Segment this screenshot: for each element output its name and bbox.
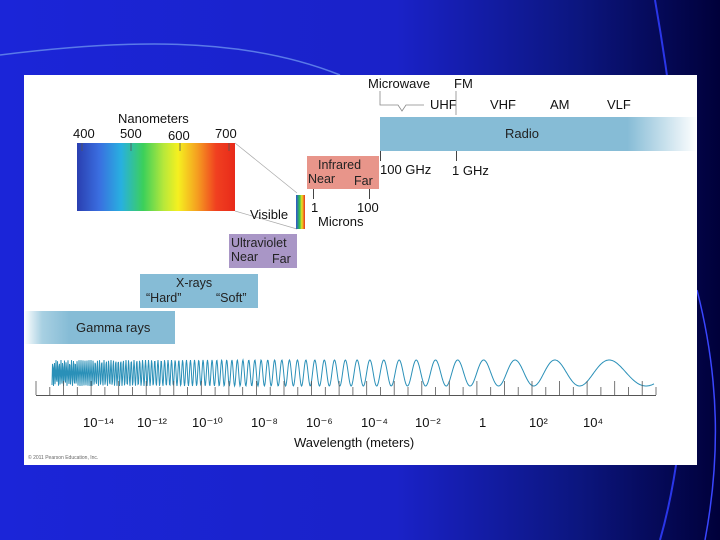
axis-label-1e-8: 10⁻⁸ <box>251 415 278 430</box>
axis-label-1e-14: 10⁻¹⁴ <box>83 415 115 430</box>
visible-label: Visible <box>250 207 289 222</box>
microns-unit: Microns <box>318 214 364 229</box>
micron-100: 100 <box>357 200 379 215</box>
axis-title: Wavelength (meters) <box>294 435 415 450</box>
axis-label-1: 1 <box>479 415 487 430</box>
microwave-label: Microwave <box>368 76 431 91</box>
nm-tick-600: 600 <box>168 128 190 143</box>
ghz100-tick <box>380 151 381 161</box>
visible-strip <box>296 195 305 229</box>
vhf-label: VHF <box>490 97 516 112</box>
infrared-far: Far <box>354 174 373 188</box>
copyright-notice: © 2011 Pearson Education, Inc. <box>28 455 99 461</box>
axis-label-1e-2: 10⁻² <box>415 415 441 430</box>
micron-tick-100 <box>369 189 370 199</box>
radio-label: Radio <box>505 126 539 141</box>
infrared-title: Infrared <box>318 158 362 172</box>
ghz100-label: 100 GHz <box>380 162 432 177</box>
visible-spectrum-bar <box>77 143 235 211</box>
gamma-rays-band <box>24 311 175 344</box>
axis-label-1e4: 10⁴ <box>583 415 604 430</box>
nanometers-title: Nanometers <box>118 111 189 126</box>
ghz1-tick <box>456 151 457 161</box>
xrays-hard: “Hard” <box>146 291 182 305</box>
axis-tick-marks <box>35 381 657 395</box>
radio-band <box>380 117 697 151</box>
nm-tick-500: 500 <box>120 126 142 141</box>
wavelength-axis-line <box>36 395 656 396</box>
spectrum-figure: Nanometers 400 500 600 700 Visible Infra… <box>24 75 697 465</box>
xrays-title: X-rays <box>176 276 213 290</box>
vlf-label: VLF <box>607 97 631 112</box>
axis-label-1e-10: 10⁻¹⁰ <box>192 415 223 430</box>
nm-tick-400: 400 <box>73 126 95 141</box>
infrared-near: Near <box>308 172 336 186</box>
axis-label-1e-4: 10⁻⁴ <box>361 415 388 430</box>
ultraviolet-near: Near <box>231 250 259 264</box>
xrays-soft: “Soft” <box>216 291 247 305</box>
ultraviolet-title: Ultraviolet <box>231 236 287 250</box>
micron-tick-1 <box>313 189 314 199</box>
gamma-rays-label: Gamma rays <box>76 320 151 335</box>
radio-connector-lines <box>379 91 457 115</box>
ultraviolet-far: Far <box>272 252 291 266</box>
nm-tick-700: 700 <box>215 126 237 141</box>
xrays-box <box>140 274 258 308</box>
visible-zoom-lines <box>81 142 298 230</box>
axis-label-1e-6: 10⁻⁶ <box>306 415 333 430</box>
micron-1: 1 <box>311 200 319 215</box>
axis-label-1e2: 10² <box>529 415 548 430</box>
axis-label-1e-12: 10⁻¹² <box>137 415 167 430</box>
infrared-box <box>307 156 379 189</box>
wave-line <box>51 358 655 388</box>
fm-label: FM <box>454 76 473 91</box>
uhf-label: UHF <box>430 97 457 112</box>
am-label: AM <box>550 97 570 112</box>
wavelength-wave <box>51 358 655 388</box>
ghz1-label: 1 GHz <box>452 163 489 178</box>
ultraviolet-box <box>229 234 297 268</box>
